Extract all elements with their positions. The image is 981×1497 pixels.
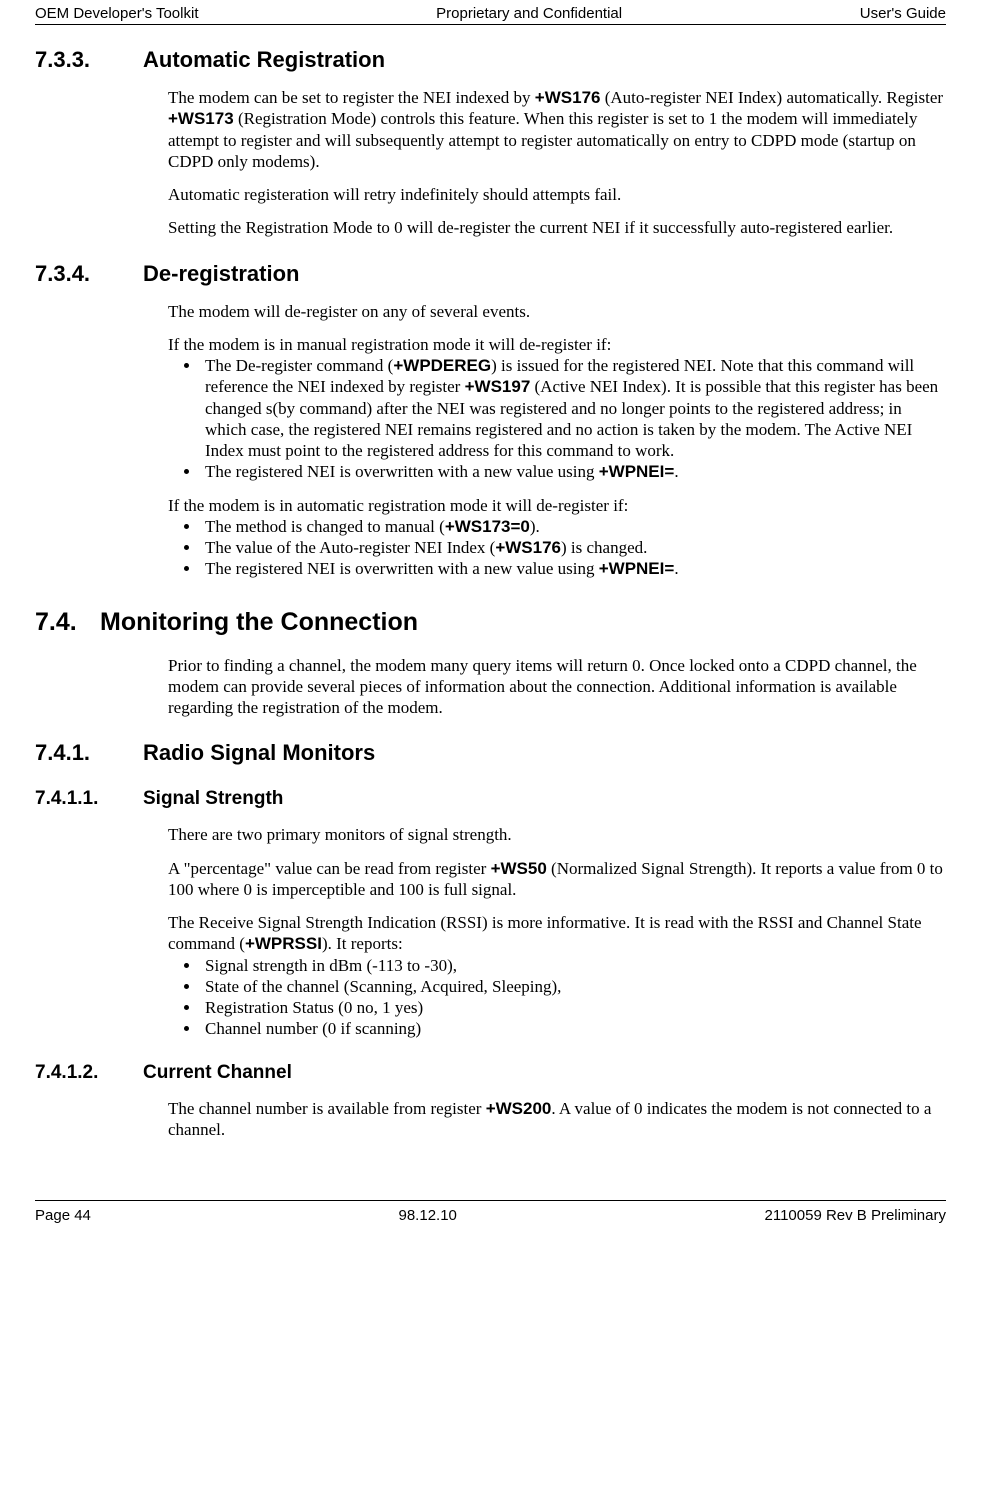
paragraph: The modem will de-register on any of sev… xyxy=(168,301,946,322)
list-item: Channel number (0 if scanning) xyxy=(201,1018,946,1039)
register-ws197: +WS197 xyxy=(465,377,531,396)
header-right: User's Guide xyxy=(860,5,946,22)
register-ws173: +WS173 xyxy=(168,109,234,128)
paragraph: A "percentage" value can be read from re… xyxy=(168,858,946,901)
heading-number: 7.3.3. xyxy=(35,47,143,73)
section-7-3-3-body: The modem can be set to register the NEI… xyxy=(168,87,946,239)
paragraph: Automatic registeration will retry indef… xyxy=(168,184,946,205)
heading-number: 7.4.1. xyxy=(35,740,143,766)
paragraph: The Receive Signal Strength Indication (… xyxy=(168,912,946,955)
footer-left: Page 44 xyxy=(35,1207,91,1224)
header-center: Proprietary and Confidential xyxy=(436,5,622,22)
heading-number: 7.4.1.1. xyxy=(35,788,143,810)
paragraph: The modem can be set to register the NEI… xyxy=(168,87,946,172)
section-7-4-1-2-body: The channel number is available from reg… xyxy=(168,1098,946,1141)
register-ws200: +WS200 xyxy=(486,1099,552,1118)
paragraph: Setting the Registration Mode to 0 will … xyxy=(168,217,946,238)
list-item: The registered NEI is overwritten with a… xyxy=(201,558,946,579)
paragraph: If the modem is in manual registration m… xyxy=(168,334,946,355)
bullet-list: The De-register command (+WPDEREG) is is… xyxy=(168,355,946,483)
heading-title: Automatic Registration xyxy=(143,47,385,73)
paragraph: If the modem is in automatic registratio… xyxy=(168,495,946,516)
command-wprssi: +WPRSSI xyxy=(245,934,322,953)
section-7-4-body: Prior to finding a channel, the modem ma… xyxy=(168,655,946,719)
section-7-3-4-body: The modem will de-register on any of sev… xyxy=(168,301,946,580)
header-left: OEM Developer's Toolkit xyxy=(35,5,198,22)
paragraph: Prior to finding a channel, the modem ma… xyxy=(168,655,946,719)
heading-number: 7.4. xyxy=(35,608,100,637)
list-item: The De-register command (+WPDEREG) is is… xyxy=(201,355,946,461)
page-content: 7.3.3. Automatic Registration The modem … xyxy=(35,47,946,1140)
register-ws173-0: +WS173=0 xyxy=(445,517,530,536)
register-ws50: +WS50 xyxy=(491,859,547,878)
heading-title: Monitoring the Connection xyxy=(100,608,418,637)
bullet-list: Signal strength in dBm (-113 to -30), St… xyxy=(168,955,946,1040)
heading-title: Radio Signal Monitors xyxy=(143,740,375,766)
bullet-list: The method is changed to manual (+WS173=… xyxy=(168,516,946,580)
list-item: The value of the Auto-register NEI Index… xyxy=(201,537,946,558)
heading-7-3-4: 7.3.4. De-registration xyxy=(35,261,946,287)
list-item: Signal strength in dBm (-113 to -30), xyxy=(201,955,946,976)
heading-7-4: 7.4. Monitoring the Connection xyxy=(35,608,946,637)
paragraph: The channel number is available from reg… xyxy=(168,1098,946,1141)
heading-7-4-1: 7.4.1. Radio Signal Monitors xyxy=(35,740,946,766)
command-wpdereg: +WPDEREG xyxy=(393,356,491,375)
list-item: The registered NEI is overwritten with a… xyxy=(201,461,946,482)
list-item: The method is changed to manual (+WS173=… xyxy=(201,516,946,537)
footer-center: 98.12.10 xyxy=(399,1207,457,1224)
heading-7-4-1-1: 7.4.1.1. Signal Strength xyxy=(35,788,946,810)
heading-number: 7.3.4. xyxy=(35,261,143,287)
heading-title: De-registration xyxy=(143,261,299,287)
footer-right: 2110059 Rev B Preliminary xyxy=(765,1207,946,1224)
heading-title: Signal Strength xyxy=(143,788,283,810)
command-wpnei: +WPNEI= xyxy=(599,462,675,481)
page-header: OEM Developer's Toolkit Proprietary and … xyxy=(35,0,946,25)
heading-number: 7.4.1.2. xyxy=(35,1062,143,1084)
heading-7-4-1-2: 7.4.1.2. Current Channel xyxy=(35,1062,946,1084)
list-item: Registration Status (0 no, 1 yes) xyxy=(201,997,946,1018)
register-ws176: +WS176 xyxy=(495,538,561,557)
section-7-4-1-1-body: There are two primary monitors of signal… xyxy=(168,824,946,1039)
page-footer: Page 44 98.12.10 2110059 Rev B Prelimina… xyxy=(35,1200,946,1229)
list-item: State of the channel (Scanning, Acquired… xyxy=(201,976,946,997)
paragraph: There are two primary monitors of signal… xyxy=(168,824,946,845)
heading-title: Current Channel xyxy=(143,1062,292,1084)
register-ws176: +WS176 xyxy=(535,88,601,107)
command-wpnei: +WPNEI= xyxy=(599,559,675,578)
heading-7-3-3: 7.3.3. Automatic Registration xyxy=(35,47,946,73)
